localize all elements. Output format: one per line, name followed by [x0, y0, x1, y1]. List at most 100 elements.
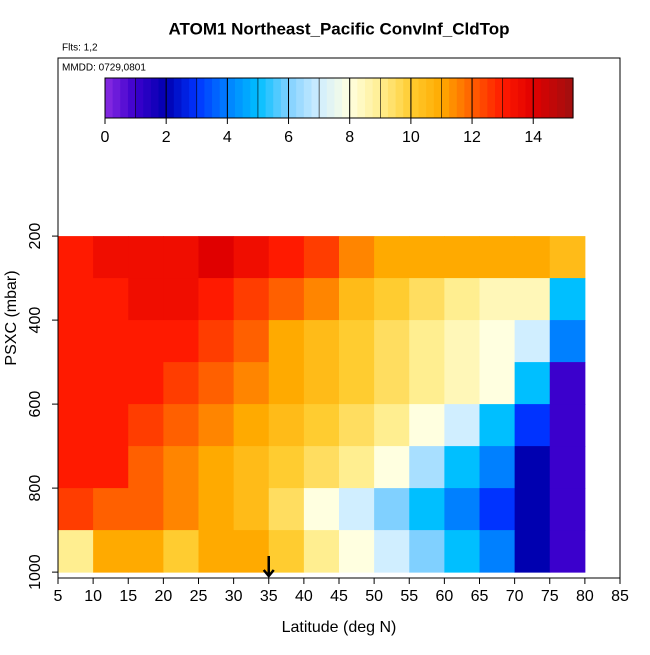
- colorbar-slice: [403, 78, 412, 118]
- colorbar-slice: [472, 78, 481, 118]
- heatmap-cell: [128, 320, 164, 363]
- heatmap-cell: [339, 404, 375, 447]
- heatmap-cell: [549, 320, 586, 363]
- y-tick-label: 800: [27, 475, 44, 502]
- chart-title: ATOM1 Northeast_Pacific ConvInf_CldTop: [169, 19, 510, 38]
- heatmap-cell: [93, 278, 129, 321]
- heatmap-cell: [303, 278, 340, 321]
- x-tick-label: 75: [541, 588, 559, 605]
- colorbar-slice: [357, 78, 366, 118]
- heatmap-cell: [339, 278, 375, 321]
- heatmap-cell: [514, 404, 551, 447]
- colorbar-slice: [105, 78, 114, 118]
- colorbar-slice: [380, 78, 389, 118]
- colorbar-slice: [387, 78, 397, 118]
- heatmap-cell: [479, 488, 516, 531]
- heatmap-cell: [58, 320, 94, 363]
- colorbar-frame: [104, 77, 574, 119]
- heatmap-cell: [198, 530, 235, 573]
- colorbar-slice: [189, 78, 198, 118]
- colorbar-slice: [426, 78, 435, 118]
- colorbar-tick-label: 4: [223, 129, 232, 146]
- heatmap-cell: [198, 278, 235, 321]
- colorbar-slice: [296, 78, 305, 118]
- x-tick-label: 25: [190, 588, 208, 605]
- x-tick-label: 30: [225, 588, 243, 605]
- y-tick-label: 200: [27, 223, 44, 250]
- heatmap-cell: [268, 278, 305, 321]
- heatmap-cell: [339, 320, 375, 363]
- heatmap-cell: [444, 530, 480, 573]
- heatmap-cell: [268, 446, 305, 489]
- heatmap-cell: [549, 446, 586, 489]
- heatmap-cell: [163, 320, 199, 363]
- colorbar-segment: [105, 78, 137, 118]
- colorbar-segment: [288, 78, 320, 118]
- colorbar-slice: [487, 78, 496, 118]
- x-tick-label: 80: [576, 588, 594, 605]
- x-tick-label: 65: [471, 588, 489, 605]
- colorbar-segment: [502, 78, 534, 118]
- heatmap-cell: [58, 278, 94, 321]
- colorbar-slice: [166, 78, 175, 118]
- y-tick-label: 600: [27, 391, 44, 418]
- heatmap-cell: [128, 404, 164, 447]
- heatmap-cell: [128, 278, 164, 321]
- heatmap-cell: [163, 278, 199, 321]
- colorbar-segment: [472, 78, 504, 118]
- heatmap-cell: [374, 488, 410, 531]
- heatmap-cell: [303, 320, 340, 363]
- heatmap-cell: [549, 362, 586, 405]
- heatmap-cell: [444, 488, 480, 531]
- x-tick-label: 55: [400, 588, 418, 605]
- heatmap-cell: [549, 278, 586, 321]
- colorbar-slice: [288, 78, 297, 118]
- x-tick-label: 60: [435, 588, 453, 605]
- heatmap-cell: [374, 278, 410, 321]
- heatmap-cell: [409, 530, 445, 573]
- heatmap-cell: [479, 278, 516, 321]
- heatmap-cell: [268, 362, 305, 405]
- heatmap-cell: [268, 488, 305, 531]
- heatmap-cell: [233, 362, 270, 405]
- heatmap-cell: [233, 488, 270, 531]
- colorbar-slice: [342, 78, 351, 118]
- colorbar-slice: [319, 78, 328, 118]
- heatmap-cell: [58, 404, 94, 447]
- heatmap-cell: [549, 236, 586, 279]
- colorbar-slice: [280, 78, 290, 118]
- heatmap-cell: [93, 488, 129, 531]
- heatmap-cell: [374, 530, 410, 573]
- latitude-marker: [262, 556, 275, 578]
- x-tick-label: 5: [54, 588, 63, 605]
- heatmap-cell: [374, 320, 410, 363]
- heatmap-cell: [268, 404, 305, 447]
- colorbar-slice: [250, 78, 259, 118]
- heatmap-cell: [444, 236, 480, 279]
- colorbar-slice: [265, 78, 274, 118]
- colorbar-slice: [510, 78, 519, 118]
- heatmap-cell: [514, 530, 551, 573]
- heatmap-cell: [233, 404, 270, 447]
- colorbar-slice: [557, 78, 566, 118]
- colorbar-tick-label: 8: [345, 129, 354, 146]
- colorbar-slice: [517, 78, 527, 118]
- colorbar-segment: [135, 78, 167, 118]
- heatmap-cell: [479, 530, 516, 573]
- x-tick-label: 50: [365, 588, 383, 605]
- x-tick-label: 45: [330, 588, 348, 605]
- heatmap-cell: [409, 488, 445, 531]
- heatmap-cell: [374, 236, 410, 279]
- heatmap-cell: [233, 320, 270, 363]
- heatmap-cell: [339, 488, 375, 531]
- heatmap-cell: [514, 278, 551, 321]
- colorbar-tick-label: 10: [402, 129, 420, 146]
- heatmap-cell: [479, 362, 516, 405]
- heatmap-cell: [479, 404, 516, 447]
- colorbar-slice: [173, 78, 183, 118]
- heatmap-cell: [444, 278, 480, 321]
- heatmap-cell: [479, 320, 516, 363]
- heatmap-cell: [479, 446, 516, 489]
- heatmap-cell: [409, 404, 445, 447]
- heatmap-cell: [303, 488, 340, 531]
